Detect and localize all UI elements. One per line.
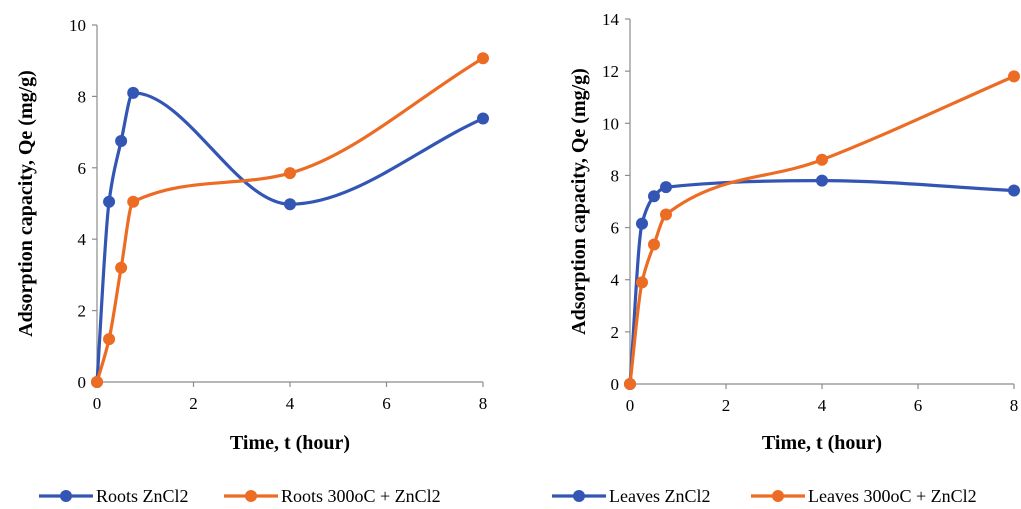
data-point xyxy=(648,190,660,203)
x-tick-label: 0 xyxy=(626,396,635,415)
data-point xyxy=(636,276,648,289)
data-point xyxy=(127,195,140,208)
data-point xyxy=(284,167,296,180)
leaves-chart: 0 2 4 6 8 10 12 14 0 2 4 6 8 Time, t (hour) Adsorption… xyxy=(552,10,1020,506)
series-line-2 xyxy=(95,56,484,383)
data-point xyxy=(284,198,296,211)
series-line-1 xyxy=(628,179,1015,385)
roots-chart: 0 2 4 6 8 10 0 2 4 6 8 Time, t (hour) Adsorption cap… xyxy=(15,16,489,506)
data-point xyxy=(477,112,489,125)
legend-label: Roots 300oC + ZnCl2 xyxy=(281,486,441,506)
x-tick-label: 8 xyxy=(479,394,488,413)
data-point xyxy=(115,135,128,148)
legend-marker xyxy=(60,490,72,502)
series-line-2 xyxy=(628,74,1015,385)
y-axis-title: Adsorption capacity, Qe (mg/g) xyxy=(15,70,37,337)
x-tick-label: 8 xyxy=(1010,396,1019,415)
legend: Roots ZnCl2 Roots 300oC + ZnCl2 xyxy=(39,486,441,506)
y-tick-label: 4 xyxy=(78,230,87,249)
x-tick-label: 0 xyxy=(93,394,102,413)
legend-marker xyxy=(772,490,784,502)
data-point xyxy=(115,261,128,274)
y-tick-label: 2 xyxy=(78,302,87,321)
x-axis-title: Time, t (hour) xyxy=(762,432,882,454)
data-point xyxy=(127,86,140,99)
data-point xyxy=(103,333,116,346)
y-tick-label: 14 xyxy=(602,10,620,29)
x-tick-label: 2 xyxy=(722,396,731,415)
data-point xyxy=(660,208,672,221)
data-point xyxy=(816,174,828,187)
data-point xyxy=(103,195,116,208)
y-tick-label: 6 xyxy=(611,219,620,238)
x-tick-label: 6 xyxy=(382,394,391,413)
x-tick-label: 4 xyxy=(286,394,295,413)
series-line-1 xyxy=(95,91,484,383)
x-tick-label: 4 xyxy=(818,396,827,415)
x-tick-label: 2 xyxy=(189,394,198,413)
data-point xyxy=(1008,70,1020,83)
data-point xyxy=(477,52,489,65)
y-tick-label: 10 xyxy=(69,16,86,35)
y-tick-label: 2 xyxy=(611,323,620,342)
data-point xyxy=(91,376,103,388)
data-point xyxy=(648,238,660,251)
legend-marker xyxy=(245,490,257,502)
x-tick-label: 6 xyxy=(914,396,923,415)
data-point xyxy=(816,153,828,166)
legend-label: Leaves ZnCl2 xyxy=(609,486,710,506)
y-tick-label: 6 xyxy=(78,159,87,178)
legend-marker xyxy=(573,490,585,502)
legend: Leaves ZnCl2 Leaves 300oC + ZnCl2 xyxy=(552,486,977,506)
data-point xyxy=(660,181,672,194)
legend-label: Roots ZnCl2 xyxy=(96,486,189,506)
data-point xyxy=(1008,184,1020,197)
y-tick-label: 8 xyxy=(611,166,620,185)
y-tick-label: 12 xyxy=(602,62,619,81)
data-point xyxy=(636,217,648,230)
y-axis-title: Adsorption capacity, Qe (mg/g) xyxy=(568,68,590,335)
y-tick-label: 0 xyxy=(78,373,87,392)
y-tick-label: 8 xyxy=(78,87,87,106)
x-axis-title: Time, t (hour) xyxy=(230,432,350,454)
data-point xyxy=(624,378,636,390)
legend-label: Leaves 300oC + ZnCl2 xyxy=(808,486,977,506)
y-tick-label: 0 xyxy=(611,375,620,394)
y-tick-label: 4 xyxy=(611,271,620,290)
y-tick-label: 10 xyxy=(602,114,619,133)
